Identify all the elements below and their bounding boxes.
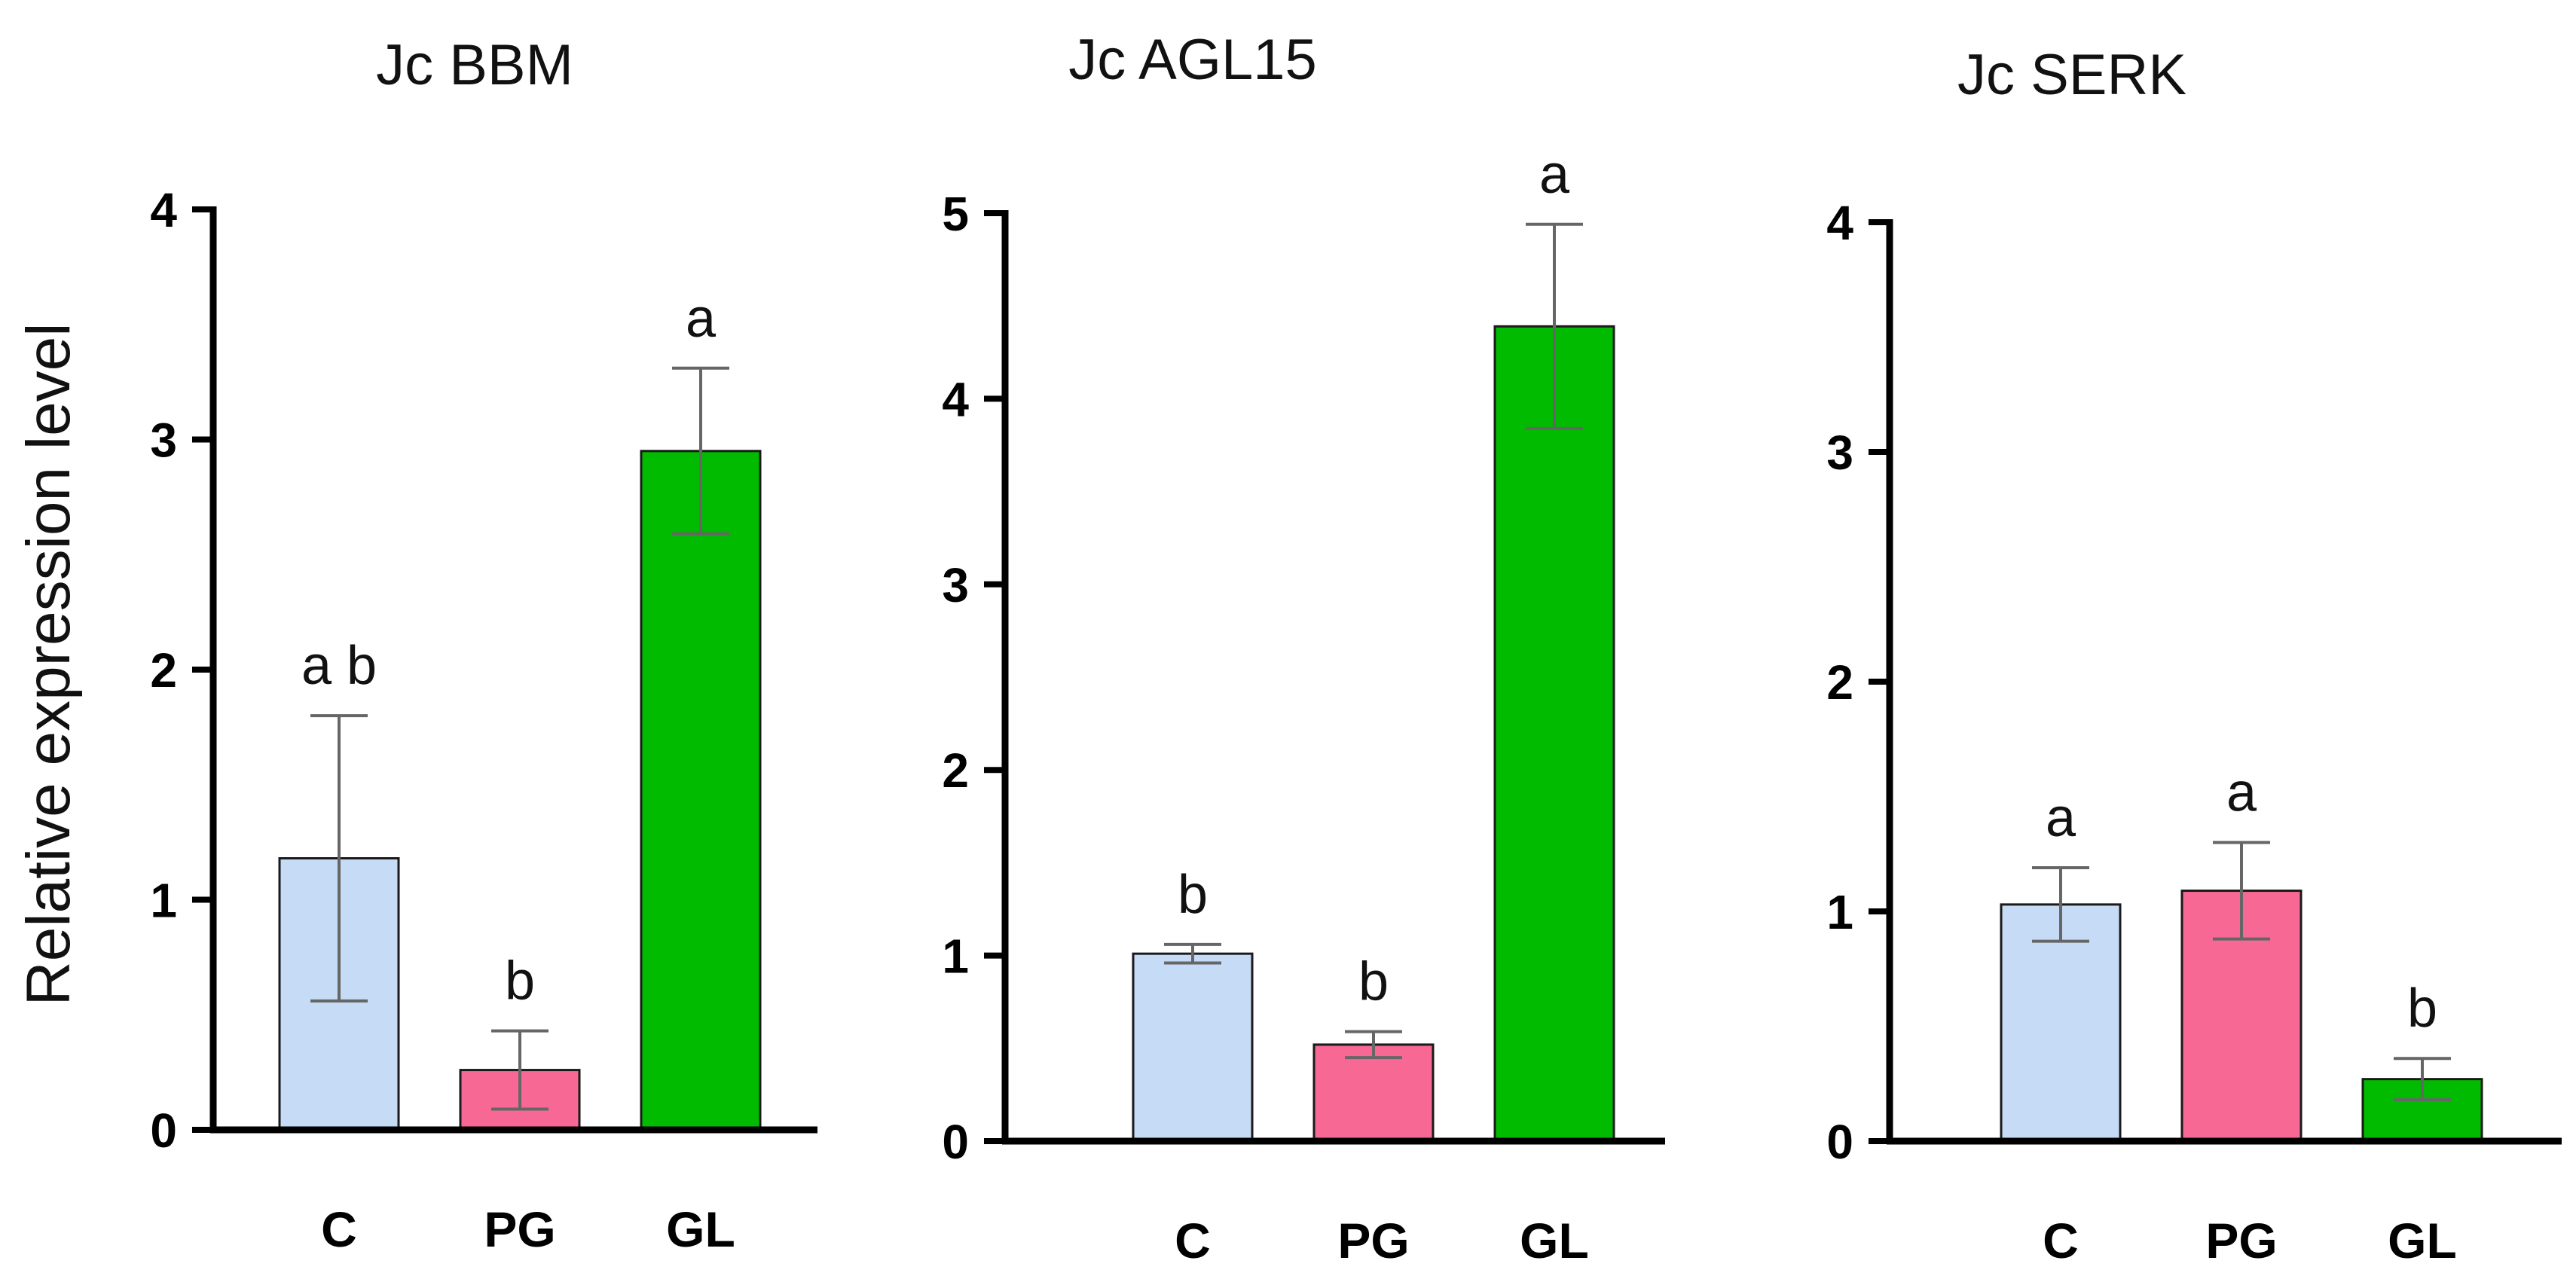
significance-label: b [1178, 865, 1208, 925]
x-category-label: GL [1520, 1213, 1589, 1268]
significance-label: a b [301, 636, 377, 696]
panel-title: Jc AGL15 [1068, 28, 1317, 92]
y-tick-label: 2 [942, 743, 969, 798]
error-bar-pg [491, 1029, 549, 1111]
y-tick-label: 4 [150, 183, 177, 237]
y-tick-label: 4 [1826, 196, 1853, 250]
x-category-label: PG [2205, 1213, 2277, 1268]
significance-label: b [1358, 952, 1389, 1012]
bar-c [1132, 952, 1254, 1143]
panel-title: Jc BBM [376, 33, 573, 97]
significance-label: a [686, 288, 717, 349]
y-tick-label: 0 [150, 1103, 177, 1158]
x-category-label: GL [2388, 1213, 2457, 1268]
bar-c [2000, 903, 2122, 1143]
error-bar-c [310, 714, 368, 1003]
significance-label: b [2407, 978, 2437, 1039]
significance-label: a [1539, 145, 1570, 205]
y-tick-label: 2 [1826, 655, 1853, 710]
y-tick-label: 3 [942, 558, 969, 612]
y-tick-label: 1 [942, 929, 969, 984]
panel-title: Jc SERK [1957, 43, 2186, 107]
y-tick-label: 3 [150, 414, 177, 468]
y-tick-label: 0 [942, 1115, 969, 1169]
y-tick-label: 1 [1826, 885, 1853, 939]
y-axis-label: Relative expression level [14, 322, 83, 1006]
y-tick-label: 2 [150, 643, 177, 697]
x-category-label: PG [484, 1201, 555, 1257]
x-category-label: PG [1337, 1213, 1409, 1268]
significance-label: a [2226, 763, 2257, 823]
error-bar-gl [1526, 222, 1583, 430]
error-bar-pg [1345, 1030, 1402, 1060]
error-bar-c [2032, 866, 2089, 943]
error-bar-gl [672, 366, 729, 536]
x-category-label: C [2043, 1213, 2079, 1268]
panel-jc-bbm: Jc BBM Relative expression level a b b a 0 1… [14, 33, 817, 1257]
y-tick-label: 1 [150, 874, 177, 928]
y-tick-label: 4 [942, 372, 969, 426]
x-category-label: C [1175, 1213, 1211, 1268]
significance-label: b [505, 951, 535, 1012]
bar-gl [640, 450, 762, 1131]
bar-gl [1493, 325, 1615, 1143]
panel-jc-serk: Jc SERK a a b 0 1 2 3 4 C PG GL [1826, 43, 2562, 1268]
y-tick-label: 0 [1826, 1115, 1853, 1169]
error-bar-gl [2394, 1057, 2451, 1102]
x-category-label: C [321, 1201, 357, 1257]
x-category-label: GL [666, 1201, 735, 1257]
y-tick-label: 3 [1826, 426, 1853, 480]
bar-pg [1312, 1043, 1435, 1143]
y-tick-label: 5 [942, 187, 969, 241]
error-bar-pg [2213, 841, 2270, 941]
significance-label: a [2046, 788, 2076, 848]
error-bar-c [1164, 942, 1221, 965]
panel-jc-agl15: Jc AGL15 b b a 0 1 2 3 4 5 C PG GL [942, 28, 1665, 1268]
